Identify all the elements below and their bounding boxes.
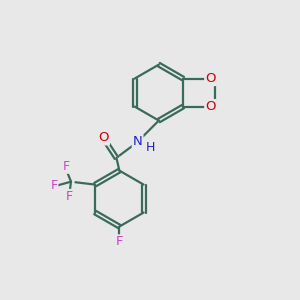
Text: F: F (50, 179, 58, 192)
Text: O: O (205, 100, 216, 113)
Text: O: O (205, 72, 216, 85)
Text: O: O (98, 131, 109, 144)
Text: H: H (145, 141, 155, 154)
Text: N: N (133, 135, 142, 148)
Text: F: F (66, 190, 73, 203)
Text: F: F (116, 236, 123, 248)
Text: F: F (63, 160, 70, 173)
